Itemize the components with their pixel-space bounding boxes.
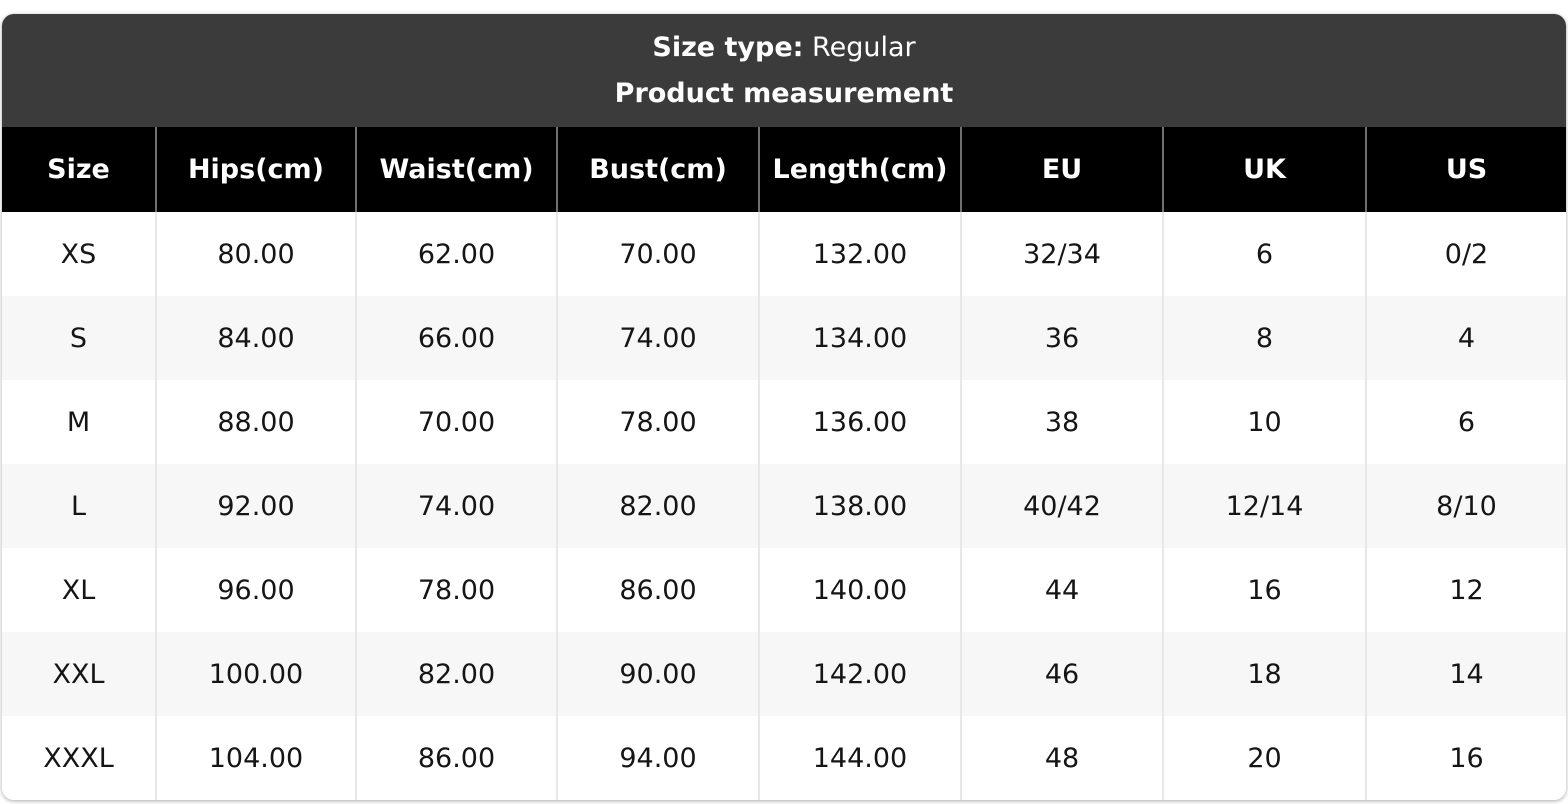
table-cell: 74.00 bbox=[355, 464, 556, 548]
table-cell: 140.00 bbox=[758, 548, 960, 632]
table-cell: 74.00 bbox=[556, 296, 758, 380]
product-measurement-title: Product measurement bbox=[614, 78, 954, 110]
table-cell: 6 bbox=[1162, 212, 1365, 296]
table-cell: 82.00 bbox=[355, 632, 556, 716]
table-cell: 134.00 bbox=[758, 296, 960, 380]
size-type-line: Size type: Regular bbox=[652, 34, 915, 61]
table-cell: 48 bbox=[960, 716, 1162, 800]
size-type-label: Size type: bbox=[652, 31, 804, 63]
column-header: EU bbox=[960, 127, 1162, 212]
size-cell: XL bbox=[2, 548, 155, 632]
column-header: Hips(cm) bbox=[155, 127, 355, 212]
column-header: Size bbox=[2, 127, 155, 212]
table-cell: 40/42 bbox=[960, 464, 1162, 548]
size-chart-titlebar: Size type: Regular Product measurement bbox=[2, 14, 1566, 127]
table-cell: 86.00 bbox=[556, 548, 758, 632]
column-header: Length(cm) bbox=[758, 127, 960, 212]
table-cell: 86.00 bbox=[355, 716, 556, 800]
table-cell: 82.00 bbox=[556, 464, 758, 548]
column-header: Bust(cm) bbox=[556, 127, 758, 212]
size-table: Size Hips(cm) Waist(cm) Bust(cm) Length(cm) E… bbox=[2, 127, 1566, 800]
table-cell: 70.00 bbox=[355, 380, 556, 464]
table-cell: 132.00 bbox=[758, 212, 960, 296]
size-cell: L bbox=[2, 464, 155, 548]
table-cell: 96.00 bbox=[155, 548, 355, 632]
table-cell: 14 bbox=[1365, 632, 1566, 716]
table-cell: 8/10 bbox=[1365, 464, 1566, 548]
size-cell: S bbox=[2, 296, 155, 380]
table-cell: 78.00 bbox=[355, 548, 556, 632]
table-cell: 80.00 bbox=[155, 212, 355, 296]
table-cell: 70.00 bbox=[556, 212, 758, 296]
table-cell: 90.00 bbox=[556, 632, 758, 716]
table-cell: 12/14 bbox=[1162, 464, 1365, 548]
table-cell: 12 bbox=[1365, 548, 1566, 632]
table-cell: 16 bbox=[1162, 548, 1365, 632]
table-cell: 36 bbox=[960, 296, 1162, 380]
table-cell: 38 bbox=[960, 380, 1162, 464]
table-cell: 10 bbox=[1162, 380, 1365, 464]
table-cell: 138.00 bbox=[758, 464, 960, 548]
table-cell: 32/34 bbox=[960, 212, 1162, 296]
table-cell: 46 bbox=[960, 632, 1162, 716]
table-cell: 78.00 bbox=[556, 380, 758, 464]
column-header: US bbox=[1365, 127, 1566, 212]
table-cell: 62.00 bbox=[355, 212, 556, 296]
table-cell: 142.00 bbox=[758, 632, 960, 716]
size-cell: XXL bbox=[2, 632, 155, 716]
table-cell: 88.00 bbox=[155, 380, 355, 464]
size-cell: XXXL bbox=[2, 716, 155, 800]
table-cell: 94.00 bbox=[556, 716, 758, 800]
table-cell: 20 bbox=[1162, 716, 1365, 800]
table-cell: 18 bbox=[1162, 632, 1365, 716]
column-header: Waist(cm) bbox=[355, 127, 556, 212]
table-cell: 100.00 bbox=[155, 632, 355, 716]
table-cell: 8 bbox=[1162, 296, 1365, 380]
table-cell: 66.00 bbox=[355, 296, 556, 380]
size-type-value: Regular bbox=[803, 31, 916, 63]
size-cell: XS bbox=[2, 212, 155, 296]
table-cell: 84.00 bbox=[155, 296, 355, 380]
table-cell: 6 bbox=[1365, 380, 1566, 464]
table-cell: 44 bbox=[960, 548, 1162, 632]
table-cell: 144.00 bbox=[758, 716, 960, 800]
size-chart-panel: Size type: Regular Product measurement S… bbox=[2, 14, 1566, 800]
table-cell: 0/2 bbox=[1365, 212, 1566, 296]
table-cell: 136.00 bbox=[758, 380, 960, 464]
column-header: UK bbox=[1162, 127, 1365, 212]
table-cell: 104.00 bbox=[155, 716, 355, 800]
table-cell: 4 bbox=[1365, 296, 1566, 380]
table-cell: 92.00 bbox=[155, 464, 355, 548]
table-cell: 16 bbox=[1365, 716, 1566, 800]
size-cell: M bbox=[2, 380, 155, 464]
